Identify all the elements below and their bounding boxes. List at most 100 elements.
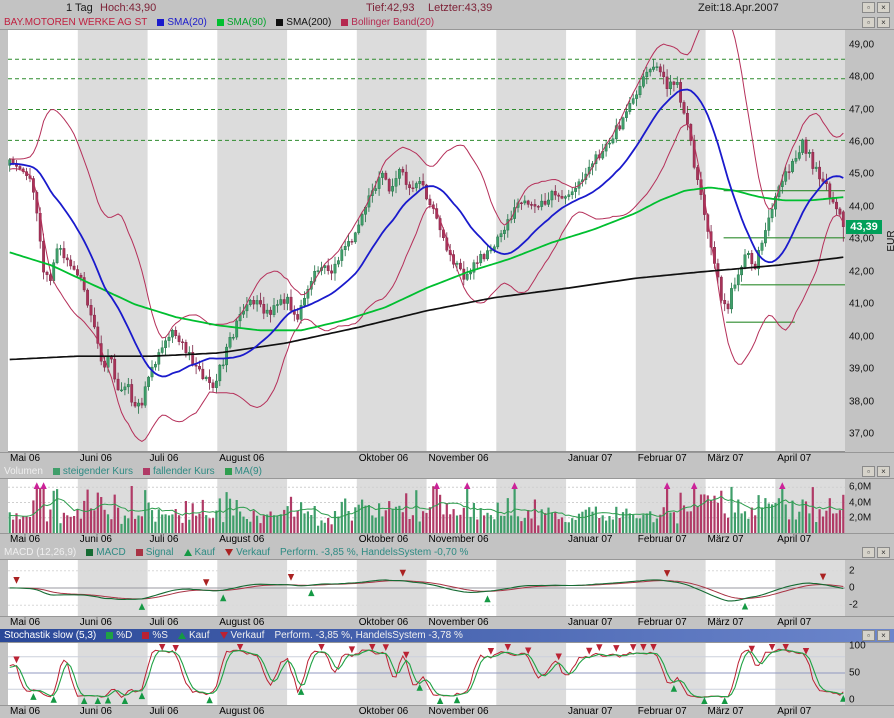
month-label: Juni 06: [79, 534, 112, 545]
panel-legend: BAY.MOTOREN WERKE AG ST SMA(20) SMA(90) SMA…: [4, 17, 862, 28]
legend-item[interactable]: %S: [142, 630, 168, 641]
month-label: Januar 07: [568, 534, 613, 545]
month-label: Mai 06: [10, 706, 41, 717]
stochastic-panel: Stochastik slow (5,3) %D %S Kauf Verkauf Perf…: [0, 629, 894, 718]
legend-item[interactable]: MA(9): [224, 466, 262, 477]
month-label: März 07: [707, 453, 744, 464]
panel-minimize-icon[interactable]: ▫: [862, 2, 875, 13]
axis-tick-label: 40,00: [849, 331, 875, 343]
panel-close-icon[interactable]: ×: [877, 547, 890, 558]
legend-item: MACD (12,26,9): [4, 547, 76, 558]
axis-tick-label: 37,00: [849, 428, 875, 440]
series-swatch-icon: [135, 549, 143, 556]
time-axis: Mai 06 Juni 06 Juli 06 August 06 Oktober 06 N…: [0, 452, 894, 465]
month-label: April 07: [777, 617, 812, 628]
panel-minimize-icon[interactable]: ▫: [862, 17, 875, 28]
series-swatch-icon: [86, 549, 94, 556]
legend-label: Perform. -3,85 %, HandelsSystem -0,70 %: [280, 547, 469, 558]
volume-axis: 6,0M 4,0M 2,0M: [845, 479, 894, 533]
axis-tick-label: 6,0M: [849, 481, 872, 493]
time-axis: Mai 06 Juni 06 Juli 06 August 06 Oktober 06 N…: [0, 705, 894, 718]
axis-tick-label: 48,00: [849, 71, 875, 83]
axis-tick-label: 39,00: [849, 363, 875, 375]
month-label: Juli 06: [149, 534, 179, 545]
quote-item: 1 Tag: [66, 2, 93, 14]
month-label: Oktober 06: [358, 534, 409, 545]
month-label: August 06: [219, 534, 265, 545]
month-label: Januar 07: [568, 617, 613, 628]
axis-tick-label: 2: [849, 565, 855, 577]
legend-item[interactable]: SMA(90): [216, 17, 266, 28]
panel-minimize-icon[interactable]: ▫: [862, 630, 875, 641]
price-panel-header: BAY.MOTOREN WERKE AG ST SMA(20) SMA(90) SMA…: [0, 16, 894, 30]
legend-item[interactable]: SMA(20): [157, 17, 207, 28]
axis-tick-label: 46,00: [849, 136, 875, 148]
quote-item: Zeit:18.Apr.2007: [698, 2, 779, 14]
panel-close-icon[interactable]: ×: [877, 466, 890, 477]
legend-item[interactable]: fallender Kurs: [142, 466, 215, 477]
month-label: März 07: [707, 534, 744, 545]
legend-label: MACD (12,26,9): [4, 547, 77, 558]
month-label: Juni 06: [79, 617, 112, 628]
macd-panel: MACD (12,26,9) MACD Signal Kauf Verkauf Perfo…: [0, 546, 894, 629]
legend-label: Kauf: [194, 547, 216, 558]
panel-close-icon[interactable]: ×: [877, 2, 890, 13]
axis-tick-label: 4,0M: [849, 497, 872, 509]
stochastic-canvas[interactable]: [8, 643, 845, 705]
legend-item[interactable]: Signal: [135, 547, 174, 558]
month-label: April 07: [777, 453, 812, 464]
panel-minimize-icon[interactable]: ▫: [862, 547, 875, 558]
legend-item[interactable]: Bollinger Band(20): [341, 17, 434, 28]
legend-item: Stochastik slow (5,3): [4, 630, 96, 641]
legend-item: Volumen: [4, 466, 43, 477]
quote-item: Letzter:43,39: [428, 2, 493, 14]
axis-tick-label: 0: [849, 694, 855, 706]
price-chart-plot[interactable]: [8, 30, 845, 452]
month-label: Februar 07: [637, 617, 687, 628]
legend-label: SMA(200): [286, 17, 332, 28]
legend-item: Perform. -3,85 %, HandelsSystem -3,78 %: [274, 630, 462, 641]
series-swatch-icon: [142, 468, 150, 475]
stochastic-panel-header[interactable]: Stochastik slow (5,3) %D %S Kauf Verkauf Perf…: [0, 629, 894, 643]
legend-label: Perform. -3,85 %, HandelsSystem -3,78 %: [274, 630, 463, 641]
stochastic-plot[interactable]: [8, 643, 845, 705]
series-swatch-icon: [142, 632, 150, 639]
legend-item[interactable]: Kauf: [183, 547, 216, 558]
legend-item[interactable]: MACD: [86, 547, 126, 558]
price-chart-canvas[interactable]: [8, 30, 845, 452]
legend-label: %S: [152, 630, 168, 641]
legend-item[interactable]: steigender Kurs: [52, 466, 133, 477]
month-label: April 07: [777, 706, 812, 717]
month-label: Februar 07: [637, 453, 687, 464]
legend-label: MA(9): [234, 466, 262, 477]
legend-label: BAY.MOTOREN WERKE AG ST: [4, 17, 148, 28]
volume-plot[interactable]: [8, 479, 845, 533]
axis-tick-label: 47,00: [849, 104, 875, 116]
legend-label: %D: [116, 630, 133, 641]
volume-panel-header: Volumen steigender Kurs fallender Kurs MA(9…: [0, 465, 894, 479]
panel-close-icon[interactable]: ×: [877, 17, 890, 28]
month-label: Januar 07: [568, 706, 613, 717]
quote-item: Hoch:43,90: [100, 2, 157, 14]
month-label: Mai 06: [10, 453, 41, 464]
month-label: Oktober 06: [358, 453, 409, 464]
series-swatch-icon: [216, 19, 224, 26]
month-label: April 07: [777, 534, 812, 545]
panel-close-icon[interactable]: ×: [877, 630, 890, 641]
macd-canvas[interactable]: [8, 560, 845, 616]
series-swatch-icon: [157, 19, 165, 26]
legend-item[interactable]: %D: [106, 630, 132, 641]
axis-tick-label: 44,00: [849, 201, 875, 213]
legend-item[interactable]: SMA(200): [276, 17, 331, 28]
legend-item[interactable]: Verkauf: [225, 547, 270, 558]
legend-label: fallender Kurs: [152, 466, 215, 477]
series-swatch-icon: [341, 19, 349, 26]
legend-item[interactable]: Verkauf: [219, 630, 264, 641]
legend-item[interactable]: Kauf: [177, 630, 210, 641]
legend-item: Perform. -3,85 %, HandelsSystem -0,70 %: [280, 547, 468, 558]
panel-minimize-icon[interactable]: ▫: [862, 466, 875, 477]
month-label: Juli 06: [149, 453, 179, 464]
volume-canvas[interactable]: [8, 479, 845, 533]
macd-plot[interactable]: [8, 560, 845, 616]
month-label: Juni 06: [79, 706, 112, 717]
